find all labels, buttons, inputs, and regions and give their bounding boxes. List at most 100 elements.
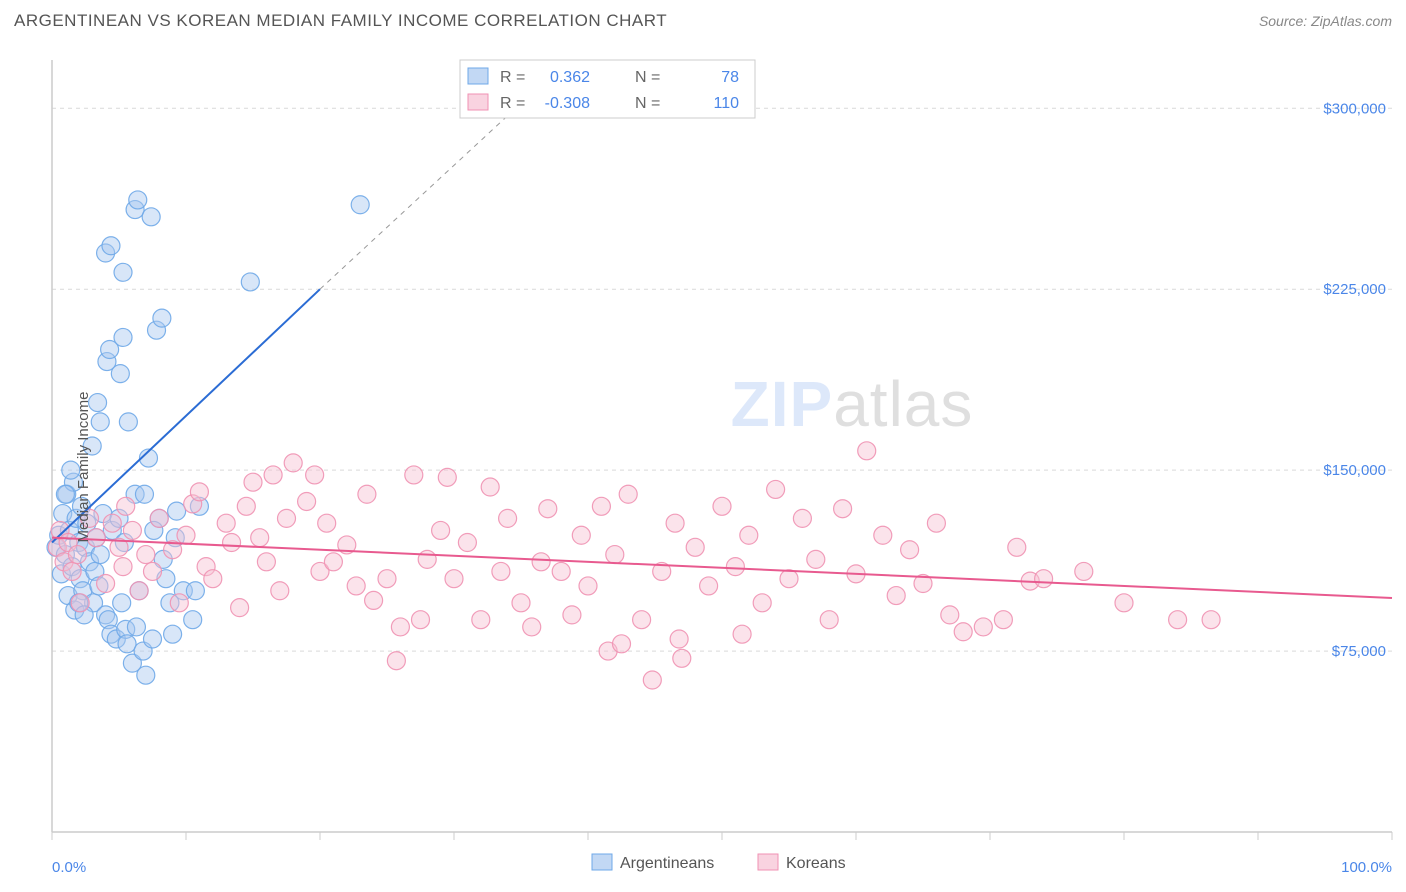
scatter-point bbox=[284, 454, 302, 472]
scatter-point bbox=[1008, 538, 1026, 556]
scatter-point bbox=[387, 652, 405, 670]
legend-n-value: 78 bbox=[721, 69, 739, 86]
scatter-point bbox=[365, 591, 383, 609]
scatter-point bbox=[974, 618, 992, 636]
scatter-point bbox=[298, 492, 316, 510]
scatter-point bbox=[135, 485, 153, 503]
scatter-point bbox=[954, 623, 972, 641]
scatter-point bbox=[118, 635, 136, 653]
scatter-point bbox=[347, 577, 365, 595]
legend-r-label: R = bbox=[500, 95, 525, 112]
scatter-point bbox=[278, 509, 296, 527]
legend-stats: R =0.362N =78R =-0.308N =110 bbox=[460, 60, 755, 118]
scatter-point bbox=[686, 538, 704, 556]
scatter-point bbox=[190, 483, 208, 501]
chart-title: ARGENTINEAN VS KOREAN MEDIAN FAMILY INCO… bbox=[14, 11, 667, 31]
scatter-point bbox=[499, 509, 517, 527]
scatter-point bbox=[901, 541, 919, 559]
scatter-point bbox=[606, 546, 624, 564]
scatter-point bbox=[168, 502, 186, 520]
scatter-point bbox=[119, 413, 137, 431]
scatter-point bbox=[523, 618, 541, 636]
correlation-chart: $75,000$150,000$225,000$300,0000.0%100.0… bbox=[0, 42, 1406, 892]
scatter-point bbox=[129, 191, 147, 209]
scatter-point bbox=[244, 473, 262, 491]
scatter-point bbox=[492, 562, 510, 580]
scatter-point bbox=[71, 594, 89, 612]
scatter-point bbox=[552, 562, 570, 580]
scatter-point bbox=[445, 570, 463, 588]
scatter-point bbox=[418, 550, 436, 568]
scatter-point bbox=[358, 485, 376, 503]
scatter-point bbox=[858, 442, 876, 460]
scatter-point bbox=[91, 546, 109, 564]
scatter-point bbox=[666, 514, 684, 532]
scatter-point bbox=[241, 273, 259, 291]
legend-r-label: R = bbox=[500, 69, 525, 86]
scatter-point bbox=[733, 625, 751, 643]
scatter-point bbox=[144, 630, 162, 648]
scatter-point bbox=[563, 606, 581, 624]
scatter-point bbox=[753, 594, 771, 612]
scatter-point bbox=[97, 575, 115, 593]
scatter-point bbox=[153, 309, 171, 327]
legend-swatch bbox=[758, 854, 778, 870]
scatter-point bbox=[251, 529, 269, 547]
scatter-point bbox=[1115, 594, 1133, 612]
scatter-point bbox=[432, 521, 450, 539]
scatter-point bbox=[204, 570, 222, 588]
scatter-point bbox=[123, 521, 141, 539]
scatter-point bbox=[102, 237, 120, 255]
scatter-point bbox=[164, 625, 182, 643]
scatter-point bbox=[257, 553, 275, 571]
scatter-point bbox=[170, 594, 188, 612]
scatter-point bbox=[673, 649, 691, 667]
scatter-point bbox=[114, 558, 132, 576]
scatter-point bbox=[619, 485, 637, 503]
x-tick-label: 100.0% bbox=[1341, 859, 1392, 876]
scatter-point bbox=[592, 497, 610, 515]
legend-series-label: Koreans bbox=[786, 855, 846, 872]
scatter-point bbox=[186, 582, 204, 600]
scatter-point bbox=[223, 534, 241, 552]
scatter-point bbox=[927, 514, 945, 532]
watermark: ZIPatlas bbox=[731, 368, 974, 440]
scatter-point bbox=[481, 478, 499, 496]
scatter-point bbox=[378, 570, 396, 588]
scatter-point bbox=[579, 577, 597, 595]
legend-r-value: -0.308 bbox=[545, 95, 590, 112]
scatter-point bbox=[633, 611, 651, 629]
legend-r-value: 0.362 bbox=[550, 69, 590, 86]
scatter-point bbox=[700, 577, 718, 595]
legend-n-label: N = bbox=[635, 69, 660, 86]
scatter-point bbox=[887, 587, 905, 605]
scatter-point bbox=[458, 534, 476, 552]
scatter-point bbox=[68, 546, 86, 564]
legend-swatch bbox=[592, 854, 612, 870]
scatter-point bbox=[412, 611, 430, 629]
scatter-point bbox=[512, 594, 530, 612]
scatter-point bbox=[780, 570, 798, 588]
legend-n-value: 110 bbox=[713, 95, 739, 112]
scatter-point bbox=[103, 514, 121, 532]
y-tick-label: $150,000 bbox=[1323, 462, 1386, 479]
scatter-point bbox=[114, 328, 132, 346]
scatter-point bbox=[941, 606, 959, 624]
scatter-point bbox=[1169, 611, 1187, 629]
y-tick-label: $225,000 bbox=[1323, 281, 1386, 298]
scatter-point bbox=[613, 635, 631, 653]
scatter-point bbox=[1035, 570, 1053, 588]
scatter-point bbox=[834, 500, 852, 518]
scatter-point bbox=[994, 611, 1012, 629]
scatter-point bbox=[264, 466, 282, 484]
scatter-point bbox=[142, 208, 160, 226]
scatter-point bbox=[306, 466, 324, 484]
scatter-point bbox=[324, 553, 342, 571]
scatter-point bbox=[114, 263, 132, 281]
y-tick-label: $300,000 bbox=[1323, 100, 1386, 117]
legend-series-label: Argentineans bbox=[620, 855, 714, 872]
scatter-point bbox=[532, 553, 550, 571]
scatter-point bbox=[56, 485, 74, 503]
source-label: Source: ZipAtlas.com bbox=[1259, 13, 1392, 29]
scatter-point bbox=[1202, 611, 1220, 629]
